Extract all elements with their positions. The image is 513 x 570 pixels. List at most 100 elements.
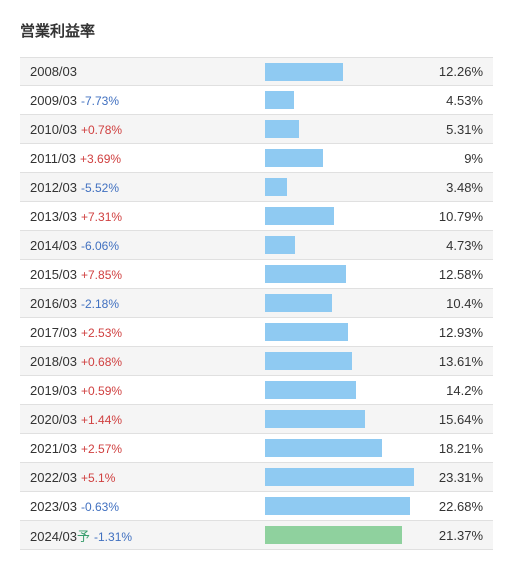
period-cell: 2015/03 +7.85% — [20, 267, 265, 282]
period-cell: 2020/03 +1.44% — [20, 412, 265, 427]
table-row: 2008/03 12.26% — [20, 57, 493, 86]
delta-label: -7.73% — [81, 94, 119, 108]
bar — [265, 468, 414, 486]
period-label: 2008/03 — [30, 64, 77, 79]
period-label: 2012/03 — [30, 180, 77, 195]
value-label: 23.31% — [423, 470, 493, 485]
period-cell: 2016/03-2.18% — [20, 296, 265, 311]
period-cell: 2019/03 +0.59% — [20, 383, 265, 398]
bar-cell — [265, 58, 423, 85]
delta-label: +7.85% — [81, 268, 122, 282]
delta-label: +1.44% — [81, 413, 122, 427]
table-row: 2021/03+2.57% 18.21% — [20, 434, 493, 463]
bar — [265, 236, 295, 254]
period-label: 2022/03 — [30, 470, 77, 485]
table-row: 2014/03-6.06%4.73% — [20, 231, 493, 260]
value-label: 10.4% — [423, 296, 493, 311]
bar — [265, 207, 334, 225]
bar-cell — [265, 173, 423, 201]
value-label: 22.68% — [423, 499, 493, 514]
delta-label: +5.1% — [81, 471, 115, 485]
bar — [265, 265, 346, 283]
table-row: 2017/03 +2.53% 12.93% — [20, 318, 493, 347]
period-label: 2015/03 — [30, 267, 77, 282]
delta-label: -5.52% — [81, 181, 119, 195]
bar-cell — [265, 202, 423, 230]
value-label: 12.93% — [423, 325, 493, 340]
bar-cell — [265, 376, 423, 404]
value-label: 9% — [423, 151, 493, 166]
bar — [265, 149, 323, 167]
bar-cell — [265, 347, 423, 375]
period-label: 2021/03 — [30, 441, 77, 456]
value-label: 18.21% — [423, 441, 493, 456]
value-label: 5.31% — [423, 122, 493, 137]
delta-label: +7.31% — [81, 210, 122, 224]
profit-margin-table: 2008/03 12.26% 2009/03-7.73% 4.53% 2010/03 +0… — [20, 57, 493, 550]
table-row: 2015/03 +7.85% 12.58% — [20, 260, 493, 289]
value-label: 15.64% — [423, 412, 493, 427]
bar-cell — [265, 260, 423, 288]
period-cell: 2013/03+7.31% — [20, 209, 265, 224]
period-cell: 2023/03-0.63% — [20, 499, 265, 514]
period-label: 2010/03 — [30, 122, 77, 137]
period-cell: 2018/03 +0.68% — [20, 354, 265, 369]
period-cell: 2017/03 +2.53% — [20, 325, 265, 340]
bar-cell — [265, 115, 423, 143]
value-label: 21.37% — [423, 528, 493, 543]
bar — [265, 63, 343, 81]
value-label: 12.58% — [423, 267, 493, 282]
period-cell: 2012/03 -5.52% — [20, 180, 265, 195]
table-row: 2009/03-7.73% 4.53% — [20, 86, 493, 115]
delta-label: -0.63% — [81, 500, 119, 514]
bar — [265, 178, 287, 196]
period-label: 2024/03 — [30, 529, 77, 544]
table-row: 2018/03 +0.68% 13.61% — [20, 347, 493, 376]
period-label: 2017/03 — [30, 325, 77, 340]
table-row: 2022/03 +5.1% 23.31% — [20, 463, 493, 492]
table-row: 2010/03 +0.78% 5.31% — [20, 115, 493, 144]
value-label: 14.2% — [423, 383, 493, 398]
value-label: 10.79% — [423, 209, 493, 224]
bar-cell — [265, 405, 423, 433]
value-label: 12.26% — [423, 64, 493, 79]
bar — [265, 381, 356, 399]
bar — [265, 120, 299, 138]
table-row: 2016/03-2.18% 10.4% — [20, 289, 493, 318]
forecast-mark: 予 — [77, 526, 90, 545]
delta-label: +0.68% — [81, 355, 122, 369]
value-label: 3.48% — [423, 180, 493, 195]
table-row: 2024/03予-1.31%21.37% — [20, 521, 493, 550]
bar-cell — [265, 86, 423, 114]
table-row: 2019/03 +0.59% 14.2% — [20, 376, 493, 405]
period-cell: 2014/03-6.06% — [20, 238, 265, 253]
bar-cell — [265, 144, 423, 172]
period-label: 2020/03 — [30, 412, 77, 427]
table-row: 2011/03+3.69% 9% — [20, 144, 493, 173]
table-row: 2012/03 -5.52% 3.48% — [20, 173, 493, 202]
delta-label: +2.53% — [81, 326, 122, 340]
delta-label: +0.78% — [81, 123, 122, 137]
period-cell: 2011/03+3.69% — [20, 151, 265, 166]
period-label: 2016/03 — [30, 296, 77, 311]
bar-cell — [265, 289, 423, 317]
period-cell: 2010/03 +0.78% — [20, 122, 265, 137]
period-cell: 2021/03+2.57% — [20, 441, 265, 456]
period-label: 2014/03 — [30, 238, 77, 253]
period-label: 2018/03 — [30, 354, 77, 369]
bar — [265, 91, 294, 109]
period-label: 2011/03 — [30, 151, 76, 166]
period-label: 2019/03 — [30, 383, 77, 398]
bar-cell — [265, 231, 423, 259]
delta-label: +0.59% — [81, 384, 122, 398]
period-cell: 2022/03 +5.1% — [20, 470, 265, 485]
bar-cell — [265, 318, 423, 346]
bar — [265, 323, 348, 341]
value-label: 13.61% — [423, 354, 493, 369]
table-row: 2020/03 +1.44% 15.64% — [20, 405, 493, 434]
period-cell: 2008/03 — [20, 64, 265, 79]
period-cell: 2009/03-7.73% — [20, 93, 265, 108]
value-label: 4.53% — [423, 93, 493, 108]
bar-cell — [265, 434, 423, 462]
bar — [265, 526, 402, 544]
